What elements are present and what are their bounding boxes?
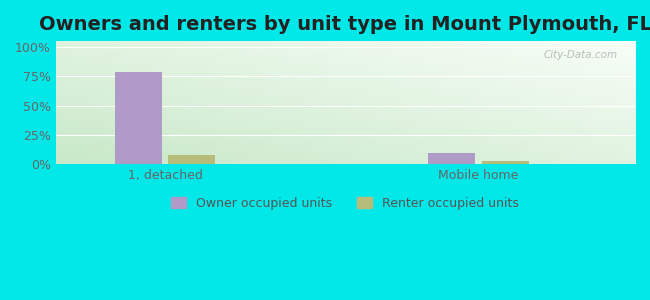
Bar: [168, 155, 215, 164]
Bar: [482, 161, 528, 164]
Title: Owners and renters by unit type in Mount Plymouth, FL: Owners and renters by unit type in Mount…: [39, 15, 650, 34]
Legend: Owner occupied units, Renter occupied units: Owner occupied units, Renter occupied un…: [172, 197, 519, 210]
Bar: [115, 72, 162, 164]
Text: City-Data.com: City-Data.com: [543, 50, 618, 60]
Bar: [428, 152, 475, 164]
